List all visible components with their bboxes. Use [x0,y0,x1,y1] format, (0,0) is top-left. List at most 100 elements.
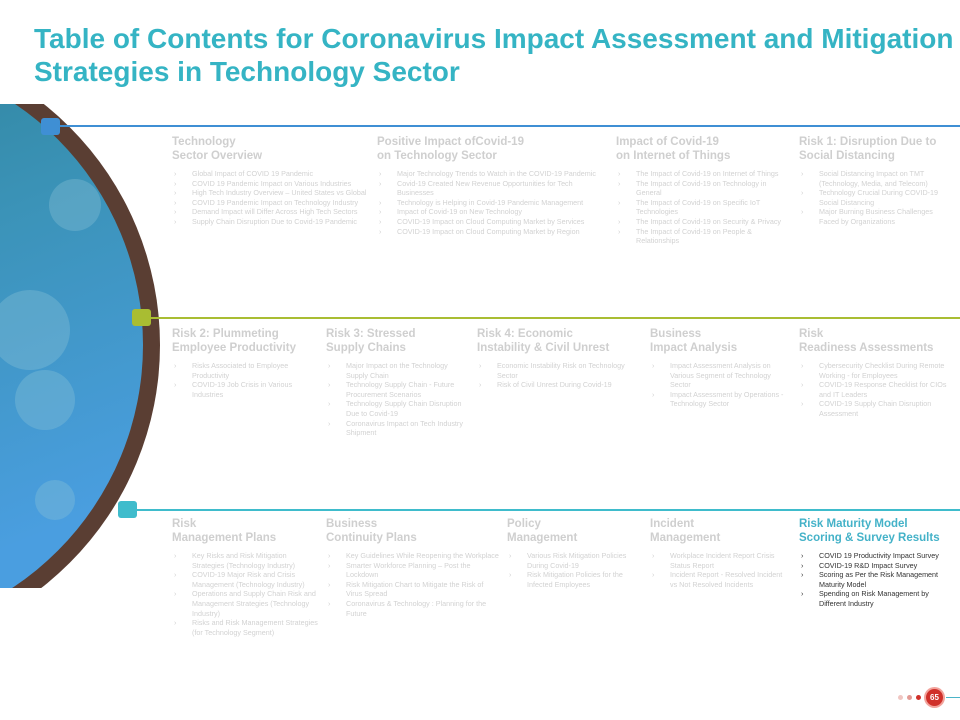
page-title: Table of Contents for Coronavirus Impact… [34,23,954,87]
section-title: Risk 4: Economic Instability & Civil Unr… [477,328,610,354]
section-title: Risk Management Plans [172,518,277,544]
section-title: Risk 3: Stressed Supply Chains [326,328,416,354]
toc-item[interactable]: Workplace Incident Report Crisis Status … [650,551,791,570]
toc-item[interactable]: Key Guidelines While Reopening the Workp… [326,551,499,561]
toc-item[interactable]: COVID-19 Major Risk and Crisis Managemen… [172,570,318,589]
virus-icon [0,179,101,520]
toc-item[interactable]: Demand Impact will Differ Across High Te… [172,207,369,217]
toc-item[interactable]: COVID 19 Pandemic Impact on Technology I… [172,198,369,208]
toc-item[interactable]: Operations and Supply Chain Risk and Man… [172,589,318,618]
section-items: Social Distancing Impact on TMT (Technol… [799,169,950,227]
row-1-marker [41,118,60,135]
toc-item[interactable]: The Impact of Covid-19 on People & Relat… [616,227,791,246]
section-items: Workplace Incident Report Crisis Status … [650,551,791,589]
toc-item[interactable]: Technology Supply Chain Disruption Due t… [326,399,469,418]
toc-item[interactable]: Coronavirus & Technology : Planning for … [326,599,499,618]
toc-item[interactable]: COVID-19 Impact on Cloud Computing Marke… [377,217,608,227]
toc-item[interactable]: Technology is Helping in Covid-19 Pandem… [377,198,608,208]
row-2-marker [132,309,151,326]
toc-section[interactable]: Risk Maturity Model Scoring & Survey Res… [799,517,950,609]
toc-item[interactable]: COVID-19 Response Checklist for CIOs and… [799,380,950,399]
toc-item[interactable]: Impact Assessment by Operations - Techno… [650,390,791,409]
toc-item[interactable]: Social Distancing Impact on TMT (Technol… [799,169,950,188]
section-items: Risks Associated to Employee Productivit… [172,361,318,399]
toc-item[interactable]: Supply Chain Disruption Due to Covid-19 … [172,217,369,227]
toc-item[interactable]: COVID-19 R&D Impact Survey [799,561,950,571]
section-items: Major Impact on the Technology Supply Ch… [326,361,469,438]
toc-item[interactable]: Major Impact on the Technology Supply Ch… [326,361,469,380]
section-title: Risk 2: Plummeting Employee Productivity [172,328,296,354]
toc-item[interactable]: Risk Mitigation Policies for the Infecte… [507,570,642,589]
toc-section[interactable]: Technology Sector Overview Global Impact … [172,135,369,227]
toc-item[interactable]: COVID 19 Productivity Impact Survey [799,551,950,561]
toc-item[interactable]: The Impact of Covid-19 on Technology in … [616,179,791,198]
toc-section[interactable]: Risk Management Plans Key Risks and Risk … [172,517,318,637]
toc-item[interactable]: COVID-19 Impact on Cloud Computing Marke… [377,227,608,237]
section-items: Cybersecurity Checklist During Remote Wo… [799,361,950,419]
section-items: Economic Instability Risk on Technology … [477,361,642,390]
toc-item[interactable]: Cybersecurity Checklist During Remote Wo… [799,361,950,380]
toc-item[interactable]: Global Impact of COVID 19 Pandemic [172,169,369,179]
row-3-marker [118,501,137,518]
section-title: Risk Readiness Assessments [799,328,934,354]
toc-section[interactable]: Impact of Covid-19 on Internet of Things… [616,135,791,246]
section-items: Various Risk Mitigation Policies During … [507,551,642,589]
section-items: Impact Assessment Analysis on Various Se… [650,361,791,409]
section-title: Impact of Covid-19 on Internet of Things [616,136,731,162]
page-number: 65 [926,689,943,706]
toc-item[interactable]: High Tech Industry Overview – United Sta… [172,188,369,198]
toc-item[interactable]: Risk Mitigation Chart to Mitigate the Ri… [326,580,499,599]
toc-section[interactable]: Risk 4: Economic Instability & Civil Unr… [477,327,642,390]
section-items: COVID 19 Productivity Impact SurveyCOVID… [799,551,950,609]
toc-section[interactable]: Risk 3: Stressed Supply Chains Major Impa… [326,327,469,438]
section-items: Global Impact of COVID 19 PandemicCOVID … [172,169,369,227]
toc-item[interactable]: Technology Supply Chain - Future Procure… [326,380,469,399]
toc-section[interactable]: Positive Impact ofCovid-19 on Technology… [377,135,608,236]
toc-item[interactable]: Key Risks and Risk Mitigation Strategies… [172,551,318,570]
toc-section[interactable]: Business Continuity Plans Key Guidelines … [326,517,499,618]
section-title: Risk 1: Disruption Due to Social Distanc… [799,136,937,162]
toc-section[interactable]: Risk 1: Disruption Due to Social Distanc… [799,135,950,227]
section-title: Positive Impact ofCovid-19 on Technology… [377,136,524,162]
toc-item[interactable]: Scoring as Per the Risk Management Matur… [799,570,950,589]
toc-item[interactable]: The Impact of Covid-19 on Specific IoT T… [616,198,791,217]
toc-item[interactable]: Technology Crucial During COVID-19 Socia… [799,188,950,207]
toc-section[interactable]: Risk Readiness Assessments Cybersecurity … [799,327,950,419]
toc-item[interactable]: Economic Instability Risk on Technology … [477,361,642,380]
row-3-line [135,509,960,511]
section-items: Key Guidelines While Reopening the Workp… [326,551,499,618]
toc-item[interactable]: COVID-19 Job Crisis in Various Industrie… [172,380,318,399]
toc-item[interactable]: Incident Report - Resolved Incident vs N… [650,570,791,589]
section-items: The Impact of Covid-19 on Internet of Th… [616,169,791,246]
toc-item[interactable]: Coronavirus Impact on Tech Industry Ship… [326,419,469,438]
toc-item[interactable]: Major Technology Trends to Watch in the … [377,169,608,179]
section-title: Business Continuity Plans [326,518,417,544]
toc-section[interactable]: Policy Management Various Risk Mitigation… [507,517,642,589]
section-title: Business Impact Analysis [650,328,738,354]
toc-item[interactable]: Risks Associated to Employee Productivit… [172,361,318,380]
section-items: Major Technology Trends to Watch in the … [377,169,608,236]
toc-item[interactable]: Impact of Covid-19 on New Technology [377,207,608,217]
toc-section[interactable]: Incident Management Workplace Incident Re… [650,517,791,589]
toc-item[interactable]: Impact Assessment Analysis on Various Se… [650,361,791,390]
toc-item[interactable]: Various Risk Mitigation Policies During … [507,551,642,570]
row-1-line [60,125,960,127]
toc-section[interactable]: Business Impact Analysis Impact Assessmen… [650,327,791,409]
toc-item[interactable]: Risks and Risk Management Strategies (fo… [172,618,318,637]
page-indicator: 65 [870,688,960,708]
section-title: Risk Maturity Model Scoring & Survey Res… [799,518,940,544]
toc-item[interactable]: Risk of Civil Unrest During Covid-19 [477,380,642,390]
toc-section[interactable]: Risk 2: Plummeting Employee Productivity… [172,327,318,399]
toc-item[interactable]: COVID 19 Pandemic Impact on Various Indu… [172,179,369,189]
toc-item[interactable]: Spending on Risk Management by Different… [799,589,950,608]
toc-item[interactable]: The Impact of Covid-19 on Internet of Th… [616,169,791,179]
section-title: Technology Sector Overview [172,136,263,162]
toc-item[interactable]: Covid-19 Created New Revenue Opportuniti… [377,179,608,198]
toc-item[interactable]: Major Burning Business Challenges Faced … [799,207,950,226]
section-title: Policy Management [507,518,578,544]
toc-item[interactable]: Smarter Workforce Planning – Post the Lo… [326,561,499,580]
toc-item[interactable]: COVID-19 Supply Chain Disruption Assessm… [799,399,950,418]
section-items: Key Risks and Risk Mitigation Strategies… [172,551,318,637]
toc-item[interactable]: The Impact of Covid-19 on Security & Pri… [616,217,791,227]
virus-globe-image [0,104,160,588]
